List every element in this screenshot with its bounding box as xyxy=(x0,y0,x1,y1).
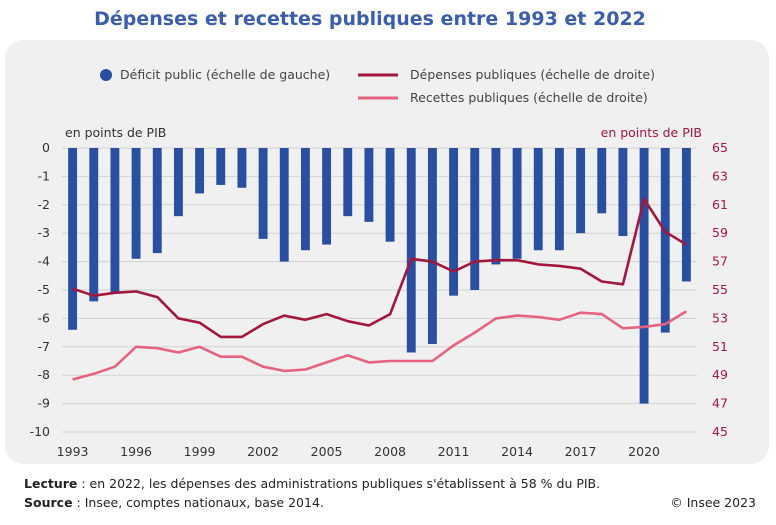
deficit-bar-2013 xyxy=(491,148,501,265)
lecture-label: Lecture xyxy=(24,476,78,491)
deficit-bar-2003 xyxy=(279,148,289,262)
right-tick-label: 45 xyxy=(712,424,728,439)
left-tick-label: -10 xyxy=(30,424,50,439)
left-tick-label: -4 xyxy=(38,254,51,269)
right-tick-label: 61 xyxy=(712,197,728,212)
right-tick-label: 53 xyxy=(712,310,728,325)
line-series xyxy=(72,197,688,381)
left-tick-label: -7 xyxy=(38,339,50,354)
deficit-bar-2011 xyxy=(449,148,459,296)
deficit-bar-2007 xyxy=(364,148,374,222)
deficit-bar-2005 xyxy=(322,148,332,245)
x-tick-label: 2005 xyxy=(311,444,343,459)
deficit-bar-2008 xyxy=(385,148,395,242)
left-tick-label: 0 xyxy=(42,140,50,155)
deficit-bar-1998 xyxy=(173,148,183,217)
deficit-bar-2009 xyxy=(406,148,416,353)
deficit-bar-2019 xyxy=(618,148,628,237)
x-axis-ticks: 1993 1996 1999 2002 2005 2008 2011 2014 2017 2020 xyxy=(57,444,660,459)
deficit-bar-2016 xyxy=(554,148,564,251)
deficit-bar-1997 xyxy=(152,148,162,254)
legend: Déficit public (échelle de gauche) Dépen… xyxy=(100,67,655,105)
right-axis-ticks: 65 63 61 59 57 55 53 51 49 47 45 xyxy=(712,140,728,439)
deficit-bar-2021 xyxy=(660,148,670,333)
legend-depenses-label: Dépenses publiques (échelle de droite) xyxy=(410,67,655,82)
deficit-bar-2018 xyxy=(597,148,607,214)
right-tick-label: 47 xyxy=(712,396,728,411)
x-tick-label: 1993 xyxy=(57,444,89,459)
left-axis-ticks: 0 -1 -2 -3 -4 -5 -6 -7 -8 -9 -10 xyxy=(30,140,50,439)
left-tick-label: -8 xyxy=(38,367,51,382)
deficit-bar-2014 xyxy=(512,148,522,259)
legend-deficit-label: Déficit public (échelle de gauche) xyxy=(120,67,330,82)
gridlines xyxy=(62,147,697,433)
deficit-bar-2012 xyxy=(470,148,480,290)
left-tick-label: -2 xyxy=(38,197,50,212)
x-tick-label: 2011 xyxy=(438,444,470,459)
left-tick-label: -3 xyxy=(38,225,50,240)
deficit-bar-2001 xyxy=(237,148,247,188)
x-tick-label: 1996 xyxy=(120,444,152,459)
deficit-bar-1995 xyxy=(110,148,120,293)
deficit-bar-2020 xyxy=(639,148,649,404)
left-tick-label: -9 xyxy=(38,396,51,411)
source-label: Source xyxy=(24,495,73,510)
right-axis-label: en points de PIB xyxy=(601,125,702,140)
source-text: : Insee, comptes nationaux, base 2014. xyxy=(72,495,324,510)
x-tick-label: 2002 xyxy=(247,444,279,459)
right-tick-label: 59 xyxy=(712,225,728,240)
right-tick-label: 57 xyxy=(712,254,728,269)
x-tick-label: 2008 xyxy=(374,444,406,459)
deficit-bar-2004 xyxy=(300,148,310,251)
right-tick-label: 55 xyxy=(712,282,728,297)
deficit-bar-2017 xyxy=(576,148,586,234)
right-tick-label: 51 xyxy=(712,339,728,354)
left-tick-label: -1 xyxy=(38,168,50,183)
deficit-bar-2002 xyxy=(258,148,268,239)
x-tick-label: 2020 xyxy=(628,444,660,459)
left-axis-label: en points de PIB xyxy=(65,125,166,140)
deficit-bar-1993 xyxy=(68,148,78,330)
legend-recettes-label: Recettes publiques (échelle de droite) xyxy=(410,90,648,105)
copyright: © Insee 2023 xyxy=(670,495,756,510)
deficit-bar-2006 xyxy=(343,148,353,217)
deficit-bar-2015 xyxy=(533,148,543,251)
right-tick-label: 49 xyxy=(712,367,728,382)
chart-title: Dépenses et recettes publiques entre 199… xyxy=(94,8,646,30)
left-tick-label: -5 xyxy=(38,282,50,297)
deficit-bar-2000 xyxy=(216,148,226,185)
deficit-bar-2010 xyxy=(427,148,437,344)
legend-deficit-marker xyxy=(100,69,112,81)
recettes-line xyxy=(72,310,688,381)
deficit-bar-1999 xyxy=(195,148,205,194)
depenses-line xyxy=(72,197,688,339)
deficit-bar-2022 xyxy=(681,148,691,282)
lecture-text: : en 2022, les dépenses des administrati… xyxy=(77,476,601,491)
right-tick-label: 65 xyxy=(712,140,728,155)
deficit-bar-1996 xyxy=(131,148,141,259)
source-note: Source : Insee, comptes nationaux, base … xyxy=(24,495,324,510)
deficit-bars xyxy=(68,148,691,404)
lecture-note: Lecture : en 2022, les dépenses des admi… xyxy=(24,476,600,491)
x-tick-label: 1999 xyxy=(184,444,216,459)
right-tick-label: 63 xyxy=(712,168,728,183)
x-tick-label: 2017 xyxy=(565,444,597,459)
left-tick-label: -6 xyxy=(38,310,51,325)
deficit-bar-1994 xyxy=(89,148,99,302)
x-tick-label: 2014 xyxy=(501,444,533,459)
